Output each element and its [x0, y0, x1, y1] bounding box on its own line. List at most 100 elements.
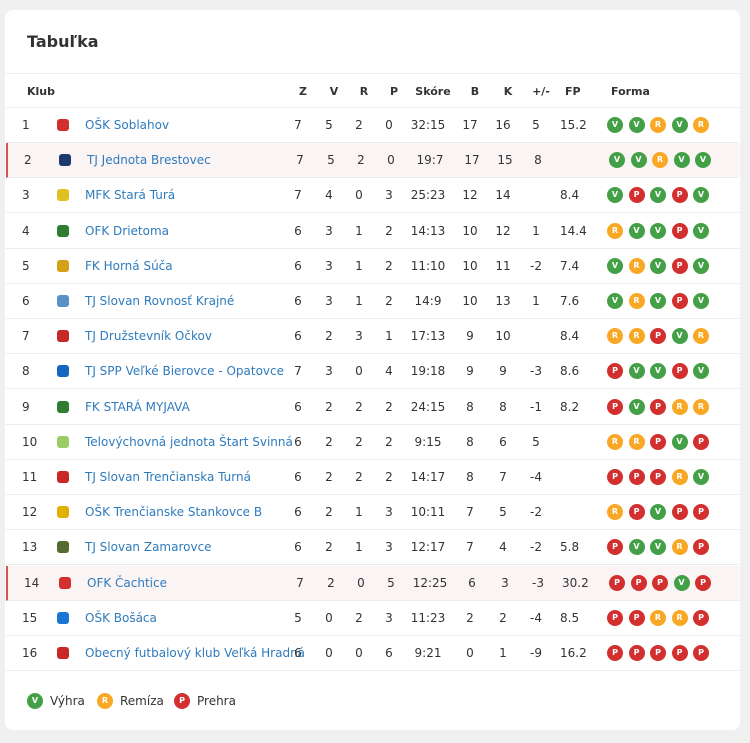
- fp-cell: 8.2: [560, 399, 580, 414]
- column-header: V: [329, 85, 339, 98]
- fp-cell: 5.8: [560, 540, 580, 555]
- diff-cell: -9: [530, 646, 542, 660]
- column-header: Z: [299, 85, 307, 98]
- b-cell: 9: [466, 329, 474, 344]
- column-header: +/-: [532, 85, 550, 98]
- club-link[interactable]: FK STARÁ MYJAVA: [85, 399, 190, 414]
- form-badge: P: [671, 187, 688, 204]
- k-cell: 6: [499, 434, 507, 449]
- club-link[interactable]: OŠK Soblahov: [85, 118, 170, 132]
- club-link[interactable]: TJ Slovan Rovnosť Krajné: [85, 294, 235, 308]
- z-cell: 6: [294, 399, 302, 414]
- table-row: 14 OFK Čachtice 7 2 0 5 12:25 6 3 -3 30.2 P P P V P: [6, 565, 739, 601]
- club-logo: [57, 435, 69, 448]
- fp-cell: 8.5: [560, 610, 580, 625]
- club-link[interactable]: MFK Stará Turá: [85, 188, 176, 203]
- form-badge: V: [607, 187, 623, 204]
- z-cell: 6: [294, 470, 302, 484]
- form-badge: V: [628, 363, 645, 380]
- form-badge: P: [609, 574, 625, 591]
- table-row: 5 FK Horná Súča 6 3 1 2 11:10 10 11 -2 7.4 V R V P V: [6, 249, 739, 284]
- form-badge: R: [693, 117, 709, 133]
- table-row: 12 OŠK Trenčianske Stankovce B 6 2 1 3 10:11 7 5…: [6, 495, 739, 531]
- club-link[interactable]: Telovýchovná jednota Štart Svinná: [85, 434, 293, 449]
- club-link[interactable]: TJ Družstevník Očkov: [85, 329, 212, 344]
- form-badge: P: [650, 469, 666, 485]
- form-badge: P: [628, 187, 645, 204]
- club-link[interactable]: OŠK Trenčianske Stankovce B: [85, 505, 263, 520]
- club-link[interactable]: OFK Čachtice: [87, 575, 167, 590]
- form-badge: P: [671, 257, 688, 274]
- club-link[interactable]: FK Horná Súča: [85, 258, 173, 273]
- fp-cell: 7.4: [560, 258, 580, 273]
- club-link[interactable]: TJ SPP Veľké Bierovce - Opatovce: [85, 364, 285, 379]
- form-badge: V: [628, 117, 645, 133]
- club-link[interactable]: OŠK Bošáca: [85, 610, 157, 625]
- form-badge: P: [693, 433, 709, 450]
- score-cell: 32:15: [410, 118, 446, 132]
- b-cell: 9: [466, 364, 474, 379]
- club-link[interactable]: OFK Drietoma: [85, 223, 170, 238]
- club-link[interactable]: TJ Jednota Brestovec: [87, 153, 211, 168]
- club-link[interactable]: Obecný futbalový klub Veľká Hradná: [85, 646, 306, 660]
- pos-cell: 8: [22, 364, 30, 379]
- z-cell: 7: [294, 118, 302, 132]
- header-row: Klub Z V R P Skóre B K +/- FP Forma: [6, 73, 739, 108]
- r-cell: 0: [357, 575, 365, 590]
- table-row: 3 MFK Stará Turá 7 4 0 3 25:23 12 14 8.4 V P V P V: [6, 178, 739, 214]
- k-cell: 14: [495, 188, 511, 203]
- legend-label: Výhra: [50, 694, 85, 708]
- club-logo: [57, 611, 69, 624]
- column-header: Klub: [27, 85, 55, 98]
- form-badge: P: [607, 645, 623, 661]
- form-badge: R: [693, 398, 709, 415]
- form-badge: P: [693, 609, 709, 626]
- club-logo: [57, 400, 69, 413]
- score-cell: 14:13: [410, 223, 446, 238]
- form-badge: P: [693, 645, 709, 661]
- club-link[interactable]: TJ Slovan Trenčianska Turná: [85, 470, 251, 484]
- club-logo: [57, 119, 69, 131]
- form-badge: V: [693, 257, 709, 274]
- club-link[interactable]: TJ Slovan Zamarovce: [85, 540, 212, 555]
- r-cell: 2: [355, 118, 363, 132]
- form-badge: V: [693, 363, 709, 380]
- pos-cell: 1: [22, 118, 30, 132]
- r-cell: 0: [355, 364, 363, 379]
- pos-cell: 16: [22, 646, 38, 660]
- legend-badge: P: [174, 693, 190, 709]
- p-cell: 5: [387, 575, 395, 590]
- diff-cell: -2: [530, 540, 542, 555]
- pos-cell: 13: [22, 540, 38, 555]
- diff-cell: 8: [534, 153, 542, 168]
- b-cell: 17: [462, 118, 478, 132]
- score-cell: 9:15: [414, 434, 442, 449]
- pos-cell: 6: [22, 294, 30, 308]
- score-cell: 10:11: [410, 505, 446, 520]
- r-cell: 3: [355, 329, 363, 344]
- fp-cell: 8.4: [560, 188, 580, 203]
- table-row: 2 TJ Jednota Brestovec 7 5 2 0 19:7 17 15 8 V V R V V: [6, 143, 739, 179]
- form-badge: P: [650, 645, 666, 661]
- z-cell: 7: [296, 153, 304, 168]
- diff-cell: 5: [532, 434, 540, 449]
- form-badge: R: [628, 328, 645, 345]
- pos-cell: 15: [22, 610, 38, 625]
- standings-card: Tabuľka Klub Z V R P Skóre B K +/- FP Forma 1 OŠK So…: [5, 10, 740, 730]
- column-header: P: [389, 85, 399, 98]
- r-cell: 0: [355, 646, 363, 660]
- diff-cell: 5: [532, 118, 540, 132]
- form-badge: V: [673, 574, 690, 591]
- table-row: 6 TJ Slovan Rovnosť Krajné 6 3 1 2 14:9 10 13 1 7.…: [6, 284, 739, 319]
- v-cell: 3: [325, 258, 333, 273]
- z-cell: 6: [294, 505, 302, 520]
- legend-badge: V: [27, 693, 43, 709]
- z-cell: 7: [296, 575, 304, 590]
- pos-cell: 3: [22, 188, 30, 203]
- form-badge: P: [652, 574, 668, 591]
- form-badge: P: [671, 222, 688, 239]
- b-cell: 8: [466, 399, 474, 414]
- table-row: 15 OŠK Bošáca 5 0 2 3 11:23 2 2 -4 8.5 P P R R P: [6, 601, 739, 636]
- form-badge: V: [693, 293, 709, 309]
